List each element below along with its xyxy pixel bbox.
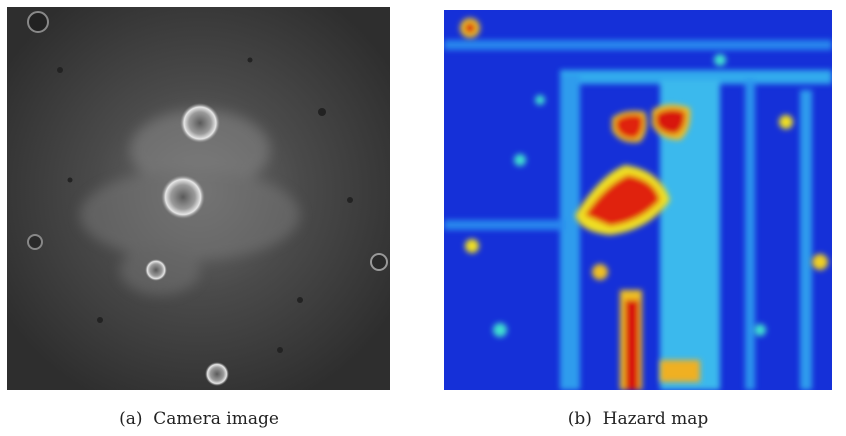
caption: (a) Camera image (119, 409, 279, 429)
camera-image (7, 7, 390, 390)
caption: (b) Hazard map (568, 409, 709, 429)
hazard-map (444, 10, 832, 390)
page: (a) Camera image (b) Hazard map (() => {… (0, 0, 846, 436)
figure: (a) Camera image (b) Hazard map (0, 0, 846, 436)
